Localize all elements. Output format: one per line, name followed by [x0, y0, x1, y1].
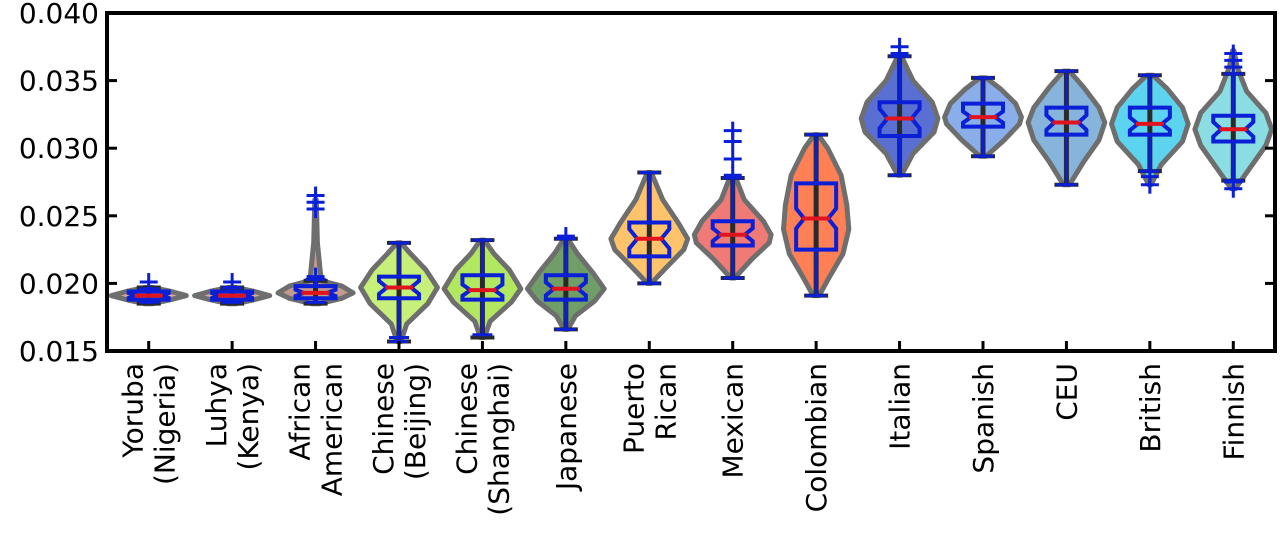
category-label: Spanish — [967, 363, 1000, 474]
category-label-line: Luhya — [200, 363, 233, 447]
box-iqr — [126, 289, 171, 302]
box-iqr — [961, 101, 1005, 129]
category-label-line: Finnish — [1217, 363, 1250, 460]
category-label: CEU — [1050, 363, 1083, 421]
box-iqr — [1044, 105, 1089, 137]
box-iqr — [1127, 105, 1172, 137]
category-label-line: Chinese — [367, 363, 400, 475]
category-label-line: (Beijing) — [399, 363, 432, 480]
category-label-line: Italian — [884, 363, 917, 450]
category-label: Mexican — [717, 363, 750, 479]
box-iqr — [710, 219, 755, 248]
category-label: Italian — [884, 363, 917, 450]
y-tick-label: 0.035 — [19, 65, 99, 98]
y-tick-label: 0.025 — [19, 200, 99, 233]
y-tick-label: 0.020 — [19, 267, 99, 300]
category-label: Luhya (Kenya) — [200, 363, 265, 471]
category-label-line: British — [1134, 363, 1167, 453]
category-label: Finnish — [1217, 363, 1250, 460]
box-iqr — [627, 220, 672, 259]
category-label-line: Japanese — [550, 363, 583, 492]
category-label: Yoruba (Nigeria) — [117, 363, 182, 485]
category-label: Japanese — [550, 363, 583, 492]
category-label-line: Colombian — [800, 363, 833, 512]
category-label-line: Chinese — [450, 363, 483, 475]
category-label: Chinese (Shanghai) — [450, 363, 515, 516]
category-label-line: (Shanghai) — [482, 363, 515, 516]
y-axis: 0.015 0.020 0.025 0.030 0.035 0.040 — [19, 0, 1275, 368]
box-iqr — [210, 289, 255, 302]
box-iqr — [1211, 113, 1256, 144]
category-label-line: Puerto — [617, 363, 650, 454]
boxplot-layer — [126, 37, 1256, 351]
category-label-line: (Nigeria) — [149, 363, 182, 485]
y-tick-label: 0.015 — [19, 335, 99, 368]
category-label-line: Mexican — [717, 363, 750, 479]
box-iqr — [293, 284, 338, 301]
y-tick-label: 0.030 — [19, 132, 99, 165]
x-axis: Yoruba (Nigeria) Luhya (Kenya) African Americ… — [117, 341, 1250, 516]
category-label-line: Spanish — [967, 363, 1000, 474]
box-iqr — [543, 273, 588, 302]
category-label-line: Yoruba — [117, 363, 150, 459]
category-label: Colombian — [800, 363, 833, 512]
category-label: African American — [284, 363, 349, 496]
category-label-line: African — [284, 363, 317, 461]
category-label-line: Rican — [649, 363, 682, 441]
box-iqr — [794, 181, 839, 252]
y-tick-label: 0.040 — [19, 0, 99, 30]
box-iqr — [877, 100, 922, 139]
violin-layer — [108, 48, 1275, 345]
box-iqr — [377, 274, 421, 301]
category-label-line: CEU — [1050, 363, 1083, 421]
category-label: British — [1134, 363, 1167, 453]
category-label-line: (Kenya) — [232, 363, 265, 471]
category-label-line: American — [316, 363, 349, 496]
category-label: Chinese (Beijing) — [367, 363, 432, 480]
category-label: Puerto Rican — [617, 363, 682, 454]
box-iqr — [460, 273, 505, 302]
plot-frame — [105, 11, 1277, 353]
